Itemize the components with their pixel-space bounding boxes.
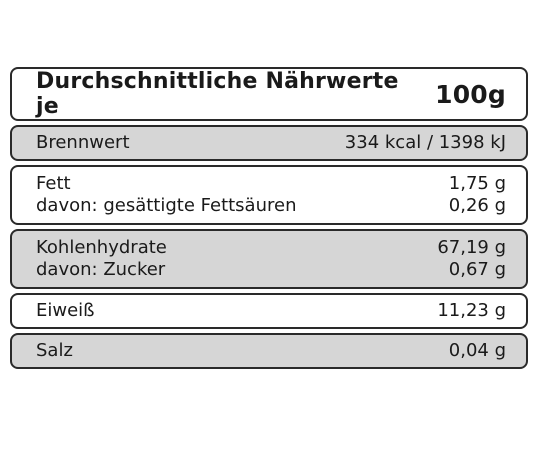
saturated-fat-line: davon: gesättigte Fettsäuren 0,26 g xyxy=(36,195,506,217)
energy-value: 334 kcal / 1398 kJ xyxy=(344,132,506,153)
salt-label: Salz xyxy=(36,340,73,361)
carbohydrates-label: Kohlenhydrate xyxy=(36,237,167,258)
fat-value: 1,75 g xyxy=(448,173,506,194)
carbohydrates-row: Kohlenhydrate 67,19 g davon: Zucker 0,67… xyxy=(10,229,528,289)
nutrition-title-row: Durchschnittliche Nährwerte je 100g xyxy=(10,67,528,121)
salt-value: 0,04 g xyxy=(448,340,506,361)
carbohydrates-line: Kohlenhydrate 67,19 g xyxy=(36,237,506,259)
fat-label: Fett xyxy=(36,173,71,194)
protein-label: Eiweiß xyxy=(36,300,95,321)
protein-value: 11,23 g xyxy=(437,300,506,321)
fat-row: Fett 1,75 g davon: gesättigte Fettsäuren… xyxy=(10,165,528,225)
protein-line: Eiweiß 11,23 g xyxy=(36,300,506,322)
saturated-fat-value: 0,26 g xyxy=(448,195,506,216)
saturated-fat-label: davon: gesättigte Fettsäuren xyxy=(36,195,297,216)
sugar-value: 0,67 g xyxy=(448,259,506,280)
energy-line: Brennwert 334 kcal / 1398 kJ xyxy=(36,132,506,154)
sugar-line: davon: Zucker 0,67 g xyxy=(36,259,506,281)
protein-row: Eiweiß 11,23 g xyxy=(10,293,528,329)
energy-label: Brennwert xyxy=(36,132,130,153)
salt-line: Salz 0,04 g xyxy=(36,340,506,362)
sugar-label: davon: Zucker xyxy=(36,259,166,280)
salt-row: Salz 0,04 g xyxy=(10,333,528,369)
energy-row: Brennwert 334 kcal / 1398 kJ xyxy=(10,125,528,161)
carbohydrates-value: 67,19 g xyxy=(437,237,506,258)
nutrition-title: Durchschnittliche Nährwerte je xyxy=(36,69,399,119)
nutrition-facts-label: Durchschnittliche Nährwerte je 100g Bren… xyxy=(10,67,528,373)
fat-line: Fett 1,75 g xyxy=(36,173,506,195)
nutrition-title-amount: 100g xyxy=(435,79,506,109)
